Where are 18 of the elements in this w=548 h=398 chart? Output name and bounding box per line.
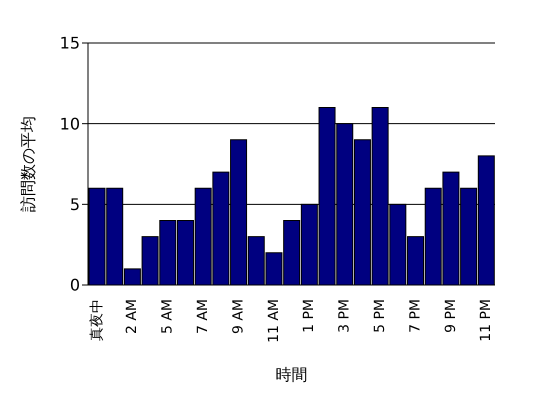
x-tick-label: 7 PM [407,299,424,333]
x-tick-label: 9 AM [230,299,246,334]
x-tick-label: 5 PM [372,299,388,333]
x-tick-label: 3 PM [336,299,353,333]
x-axis-title: 時間 [276,365,308,384]
x-tick-label: 1 PM [301,299,318,333]
x-tick-label: 11 PM [478,299,494,342]
y-axis-title: 訪問数の平均 [18,116,38,212]
y-tick-label: 15 [60,34,80,53]
x-tick-label: 7 AM [195,299,212,334]
x-tick-label: 5 AM [160,299,176,334]
x-tick-label: 2 AM [124,299,140,334]
x-tick-label: 真夜中 [88,299,105,341]
y-tick-label: 10 [60,114,80,134]
x-tick-label: 11 AM [266,299,282,343]
y-tick-label: 5 [70,195,80,214]
y-tick-label: 0 [70,276,80,295]
x-tick-label: 9 PM [442,299,459,333]
